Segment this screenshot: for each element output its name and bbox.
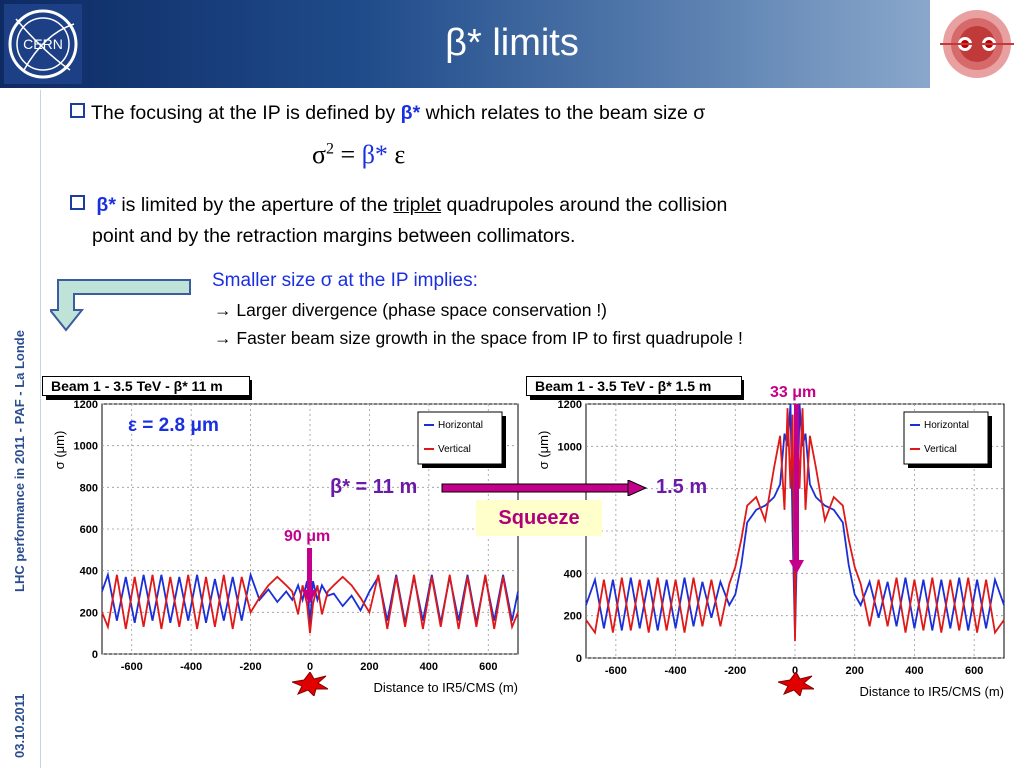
cern-logo-text: CERN — [23, 36, 63, 52]
cern-logo: CERN — [4, 4, 82, 84]
left-min-arrow-icon — [302, 548, 318, 611]
x-tick-label: -400 — [665, 665, 687, 677]
formula: σ2 = β* ε — [312, 140, 405, 170]
bullet-text-rest: which relates to the beam size σ — [425, 102, 706, 124]
sidebar: LHC performance in 2011 - PAF - La Londe… — [0, 90, 41, 768]
right-arrow-icon: → — [214, 300, 232, 320]
underlined-word: triplet — [393, 194, 442, 216]
series-line-vertical — [101, 574, 519, 634]
slide-header — [0, 0, 1024, 88]
bullet-limited-line2: point and by the retraction margins betw… — [92, 225, 576, 247]
implies-item-text: Larger divergence (phase space conservat… — [236, 300, 608, 320]
beta-to-label: 1.5 m — [656, 476, 708, 498]
legend-label: Horizontal — [438, 420, 483, 431]
beta-star-symbol: β* — [400, 102, 421, 124]
x-tick-label: 200 — [846, 665, 864, 677]
left-min-label: 90 μm — [284, 528, 331, 545]
x-axis-label: Distance to IR5/CMS (m) — [374, 680, 518, 695]
footer-date: 03.10.2011 — [12, 693, 27, 758]
chart-left: 0 200 400 600 800 1000 1200 -600 -400 -200 0 200 400… — [40, 398, 520, 703]
y-tick-label: 200 — [80, 607, 98, 619]
formula-beta: β* — [361, 140, 388, 169]
plot-title-right: Beam 1 - 3.5 TeV - β* 1.5 m — [526, 376, 742, 396]
page-title: β* limits — [445, 22, 579, 64]
y-tick-label: 1200 — [558, 399, 582, 411]
bullet-box-icon — [70, 195, 85, 210]
formula-equals: = — [340, 140, 356, 169]
x-tick-label: 600 — [965, 665, 983, 677]
formula-epsilon: ε — [394, 140, 406, 169]
y-tick-label: 1000 — [74, 441, 98, 453]
y-tick-label: 400 — [80, 566, 98, 578]
chart-right-svg: 020040060080010001200-600-400-2000200400… — [536, 399, 1005, 699]
legend-box — [417, 411, 503, 465]
bullet-box-icon — [70, 103, 85, 118]
x-tick-label: 200 — [360, 661, 378, 673]
y-axis-label: σ (μm) — [52, 431, 67, 470]
y-axis-label: σ (μm) — [536, 431, 551, 470]
y-tick-label: 0 — [92, 649, 98, 661]
legend-label: Vertical — [438, 444, 471, 455]
formula-exponent: 2 — [326, 140, 335, 158]
y-tick-label: 200 — [564, 611, 582, 623]
implies-heading: Smaller size σ at the IP implies: — [212, 270, 478, 291]
bullet-text: is limited by the aperture of the — [121, 194, 388, 216]
implies-item-divergence: → Larger divergence (phase space conserv… — [214, 300, 607, 321]
bullet-focusing: The focusing at the IP is defined by β* … — [70, 102, 705, 125]
x-tick-label: 0 — [307, 661, 313, 673]
plot-title-left: Beam 1 - 3.5 TeV - β* 11 m — [42, 376, 250, 396]
footer-text: LHC performance in 2011 - PAF - La Londe — [12, 330, 27, 592]
x-tick-label: -600 — [605, 665, 627, 677]
x-tick-label: 600 — [479, 661, 497, 673]
squeeze-label: Squeeze — [476, 500, 602, 536]
right-min-arrow-icon — [789, 404, 805, 581]
beta-star-symbol: β* — [96, 194, 116, 216]
x-tick-label: 400 — [420, 661, 438, 673]
implies-item-growth: → Faster beam size growth in the space f… — [214, 328, 743, 349]
x-tick-label: -200 — [240, 661, 262, 673]
right-min-label: 33 μm — [770, 384, 817, 401]
x-tick-label: -400 — [180, 661, 202, 673]
x-axis-label: Distance to IR5/CMS (m) — [860, 684, 1004, 699]
y-tick-label: 800 — [80, 482, 98, 494]
bullet-text-rest: quadrupoles around the collision — [446, 194, 728, 216]
ip-star-icon — [776, 671, 816, 701]
implies-item-text: Faster beam size growth in the space fro… — [236, 328, 743, 348]
x-tick-label: 400 — [905, 665, 923, 677]
x-tick-label: -600 — [121, 661, 143, 673]
chart-left-svg: 0 200 400 600 800 1000 1200 -600 -400 -200 0 200 400… — [52, 399, 519, 695]
squeeze-arrow-icon — [440, 479, 650, 501]
y-tick-label: 1000 — [558, 441, 582, 453]
down-arrow-icon — [47, 276, 192, 339]
legend-label: Horizontal — [924, 420, 969, 431]
y-tick-label: 1200 — [74, 399, 98, 411]
series-line-vertical — [585, 408, 1005, 642]
legend-box — [903, 411, 989, 465]
y-tick-label: 0 — [576, 653, 582, 665]
lhc-logo — [930, 0, 1024, 88]
y-tick-label: 400 — [564, 568, 582, 580]
emittance-label: ε = 2.8 μm — [128, 415, 219, 436]
right-arrow-icon: → — [214, 328, 232, 348]
bullet-limited: β* is limited by the aperture of the tri… — [70, 194, 727, 217]
x-tick-label: -200 — [724, 665, 746, 677]
beta-from-label: β* = 11 m — [330, 476, 418, 498]
chart-right: 020040060080010001200-600-400-2000200400… — [524, 398, 1010, 707]
x-tick-label: 0 — [792, 665, 798, 677]
legend-label: Vertical — [924, 444, 957, 455]
bullet-text: The focusing at the IP is defined by — [91, 102, 396, 124]
ip-star-icon — [290, 671, 330, 701]
formula-sigma: σ — [312, 140, 327, 169]
y-tick-label: 600 — [80, 524, 98, 536]
